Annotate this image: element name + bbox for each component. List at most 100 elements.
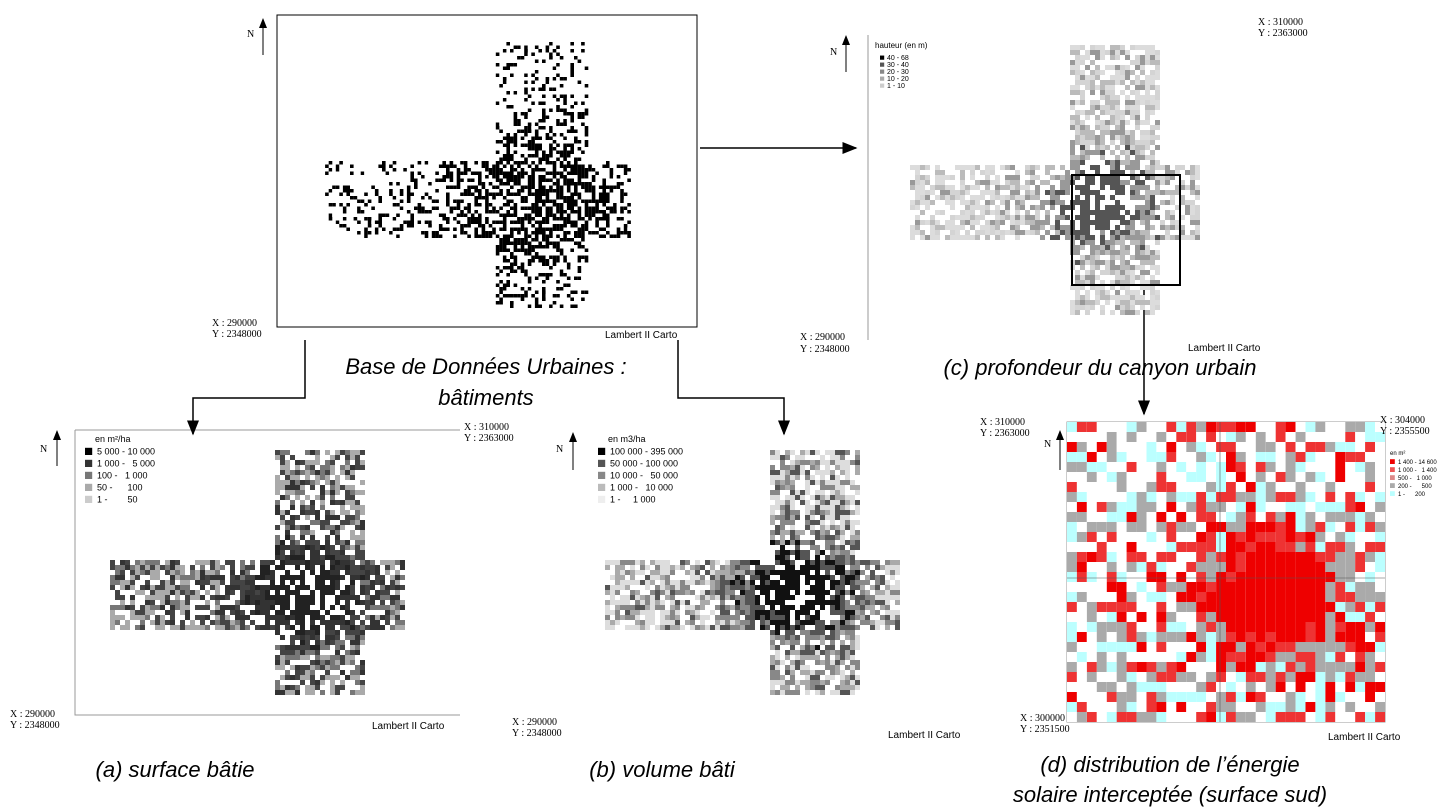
map-cell xyxy=(531,88,535,92)
map-cell xyxy=(514,179,518,183)
map-cell xyxy=(615,600,620,605)
map-cell xyxy=(1125,135,1130,140)
map-cell xyxy=(439,221,443,225)
map-cell xyxy=(1100,120,1105,125)
map-cell xyxy=(1125,275,1130,280)
map-cell xyxy=(775,665,780,670)
map-cell xyxy=(165,585,170,590)
map-cell xyxy=(715,620,720,625)
map-cell xyxy=(355,465,360,470)
map-cell xyxy=(574,63,578,67)
map-cell xyxy=(925,235,930,240)
map-cell xyxy=(553,273,557,277)
map-cell xyxy=(570,77,574,81)
map-cell xyxy=(295,685,300,690)
map-cell xyxy=(549,81,553,85)
map-cell xyxy=(350,161,354,165)
map-cell xyxy=(531,67,535,71)
map-cell xyxy=(1100,180,1105,185)
map-cell xyxy=(715,575,720,580)
map-cell xyxy=(595,217,599,221)
map-cell xyxy=(1080,260,1085,265)
map-cell xyxy=(775,610,780,615)
map-cell xyxy=(538,231,542,235)
map-cell xyxy=(135,575,140,580)
map-cell xyxy=(570,165,574,169)
map-cell xyxy=(915,185,920,190)
map-cell xyxy=(780,470,785,475)
map-cell xyxy=(368,165,372,169)
map-cell xyxy=(570,200,574,204)
map-cell xyxy=(845,450,850,455)
map-cell xyxy=(332,221,336,225)
map-cell xyxy=(1190,205,1195,210)
map-cell xyxy=(1005,185,1010,190)
map-cell xyxy=(855,640,860,645)
map-cell xyxy=(840,480,845,485)
map-cell xyxy=(1145,95,1150,100)
map-cell xyxy=(310,465,315,470)
map-cell xyxy=(185,580,190,585)
map-cell xyxy=(200,615,205,620)
map-cell xyxy=(975,195,980,200)
map-cell xyxy=(740,600,745,605)
map-cell xyxy=(875,580,880,585)
map-cell xyxy=(528,74,532,78)
map-cell xyxy=(1135,125,1140,130)
map-cell xyxy=(496,249,500,253)
map-cell xyxy=(496,46,500,50)
map-cell xyxy=(995,225,1000,230)
map-cell xyxy=(155,605,160,610)
map-cell xyxy=(357,175,361,179)
map-cell xyxy=(285,450,290,455)
map-cell xyxy=(1030,195,1035,200)
map-cell xyxy=(354,224,358,228)
map-cell xyxy=(810,615,815,620)
map-cell xyxy=(850,545,855,550)
map-cell xyxy=(310,450,315,455)
map-cell xyxy=(560,193,564,197)
map-cell xyxy=(1135,230,1140,235)
map-cell xyxy=(810,495,815,500)
map-cell xyxy=(855,450,860,455)
map-cell xyxy=(765,570,770,575)
map-cell xyxy=(521,168,525,172)
map-cell xyxy=(780,560,785,565)
map-cell xyxy=(760,620,765,625)
map-cell xyxy=(315,680,320,685)
map-cell xyxy=(210,575,215,580)
map-cell xyxy=(785,570,790,575)
map-cell xyxy=(517,305,521,309)
map-cell xyxy=(432,221,436,225)
map-cell xyxy=(535,245,539,249)
map-cell xyxy=(285,535,290,540)
map-cell xyxy=(567,91,571,95)
map-cell xyxy=(390,605,395,610)
map-cell xyxy=(538,175,542,179)
map-cell xyxy=(350,172,354,176)
map-cell xyxy=(330,570,335,575)
map-cell xyxy=(875,565,880,570)
map-cell xyxy=(300,610,305,615)
map-cell xyxy=(546,277,550,281)
map-cell xyxy=(280,560,285,565)
map-cell xyxy=(521,112,525,116)
map-cell xyxy=(329,224,333,228)
map-cell xyxy=(830,450,835,455)
map-cell xyxy=(1145,45,1150,50)
map-cell xyxy=(546,287,550,291)
map-cell xyxy=(563,235,567,239)
map-cell xyxy=(549,161,553,165)
map-cell xyxy=(624,165,628,169)
map-cell xyxy=(810,630,815,635)
map-cell xyxy=(360,680,365,685)
map-cell xyxy=(305,605,310,610)
map-cell xyxy=(1025,190,1030,195)
map-cell xyxy=(685,620,690,625)
map-cell xyxy=(549,42,553,46)
map-cell xyxy=(496,252,500,256)
map-cell xyxy=(528,98,532,102)
map-cell xyxy=(535,193,539,197)
map-cell xyxy=(578,284,582,288)
map-cell xyxy=(435,186,439,190)
